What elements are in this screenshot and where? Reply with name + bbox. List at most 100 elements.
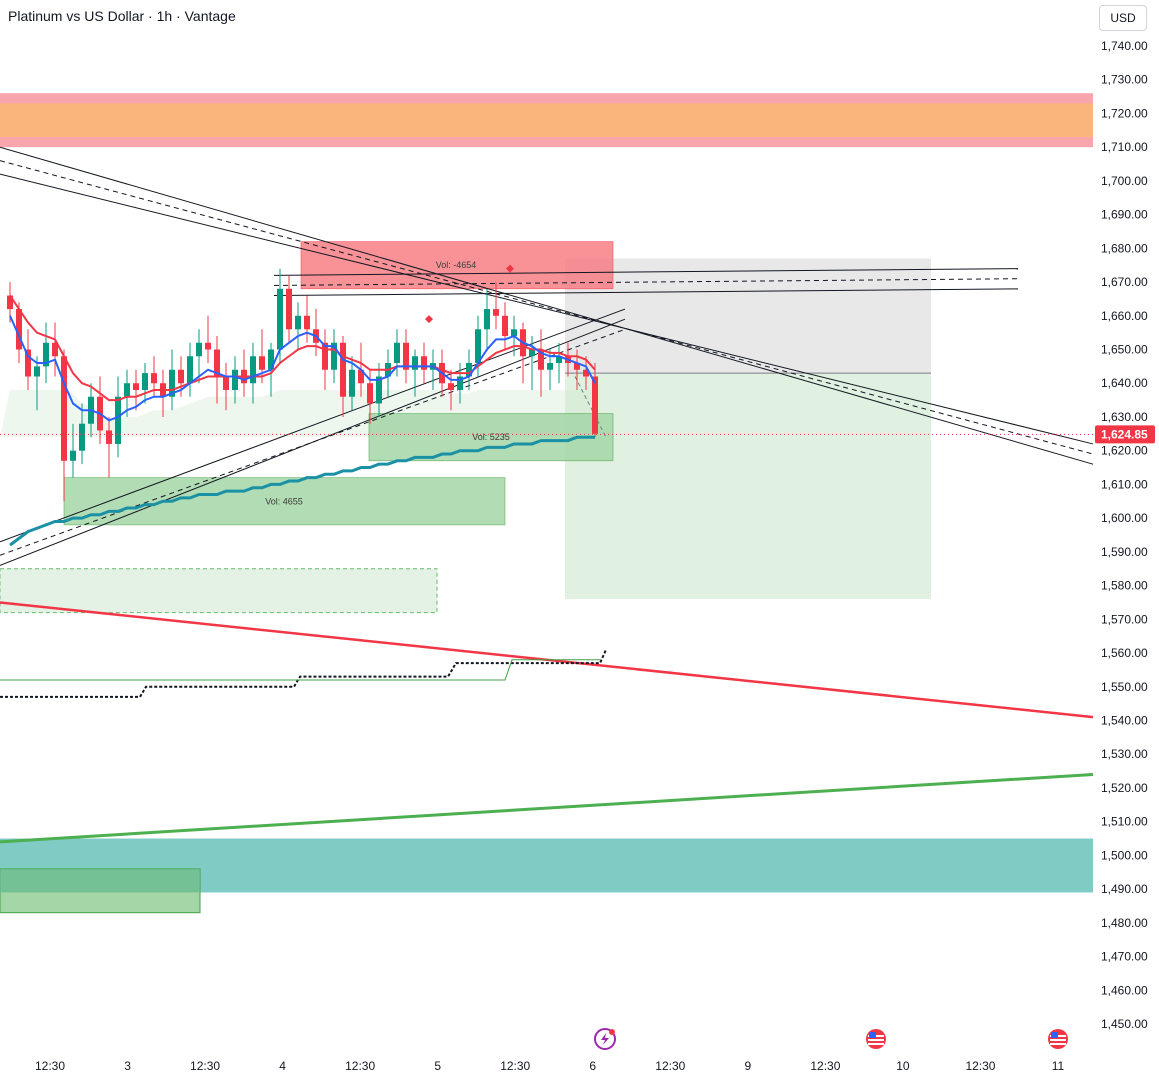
candle-body[interactable] — [70, 450, 76, 461]
stepped-stop-line — [0, 649, 607, 698]
candle-body[interactable] — [475, 329, 481, 364]
candle-body[interactable] — [34, 366, 40, 377]
candle-body[interactable] — [457, 376, 463, 390]
candle-body[interactable] — [295, 315, 301, 330]
candle-body[interactable] — [61, 356, 67, 461]
candle-body[interactable] — [592, 376, 598, 434]
range-channel-upper — [273, 268, 1019, 276]
candle-body[interactable] — [214, 349, 220, 377]
us-flag-event-icon[interactable] — [1048, 1029, 1068, 1049]
x-axis-tick-label: 12:30 — [655, 1059, 685, 1073]
candle-body[interactable] — [340, 342, 346, 397]
candle-body[interactable] — [223, 376, 229, 390]
y-axis-tick-label: 1,510.00 — [1101, 815, 1148, 829]
candle-body[interactable] — [106, 430, 112, 444]
last-price-label: 1,624.85 — [1101, 427, 1148, 441]
y-axis-tick-label: 1,570.00 — [1101, 612, 1148, 626]
ema-slow-line — [9, 295, 596, 402]
candle-body[interactable] — [556, 356, 562, 364]
candle-body[interactable] — [421, 356, 427, 370]
candle-body[interactable] — [502, 315, 508, 337]
candle-body[interactable] — [394, 342, 400, 364]
candle-body[interactable] — [304, 315, 310, 330]
candle-body[interactable] — [349, 369, 355, 397]
projection-line — [574, 376, 607, 438]
candle-body[interactable] — [277, 288, 283, 350]
candle-body[interactable] — [493, 309, 499, 316]
candle-body[interactable] — [547, 363, 553, 370]
candle-body[interactable] — [124, 383, 130, 397]
candle-body[interactable] — [529, 349, 535, 357]
candle-body[interactable] — [7, 295, 13, 310]
range-channel-mid — [273, 278, 1019, 286]
candle-body[interactable] — [448, 383, 454, 390]
candle-body[interactable] — [196, 342, 202, 357]
candle-body[interactable] — [187, 356, 193, 384]
x-axis-tick-label: 12:30 — [810, 1059, 840, 1073]
candle-body[interactable] — [322, 342, 328, 370]
candle-body[interactable] — [142, 373, 148, 390]
support-zone-overlap — [0, 868, 200, 893]
candle-body[interactable] — [538, 349, 544, 370]
y-axis-tick-label: 1,690.00 — [1101, 208, 1148, 222]
x-axis-tick-label: 12:30 — [190, 1059, 220, 1073]
y-axis-tick-label: 1,590.00 — [1101, 545, 1148, 559]
y-axis-tick-label: 1,540.00 — [1101, 713, 1148, 727]
zone-label-vol-5235: Vol: 5235 — [472, 432, 510, 442]
candle-body[interactable] — [286, 288, 292, 330]
candle-body[interactable] — [25, 349, 31, 377]
candle-body[interactable] — [259, 356, 265, 370]
us-flag-event-icon[interactable] — [866, 1029, 886, 1049]
candle-body[interactable] — [43, 342, 49, 367]
candle-body[interactable] — [412, 356, 418, 370]
candle-body[interactable] — [466, 363, 472, 377]
candle-body[interactable] — [403, 342, 409, 370]
candle-body[interactable] — [268, 349, 274, 370]
candle-body[interactable] — [79, 423, 85, 451]
y-axis-tick-label: 1,450.00 — [1101, 1017, 1148, 1031]
x-axis-tick-label: 12:30 — [500, 1059, 530, 1073]
x-axis-tick-label: 12:30 — [965, 1059, 995, 1073]
candle-body[interactable] — [52, 342, 58, 357]
candle-body[interactable] — [511, 329, 517, 337]
candle-body[interactable] — [367, 383, 373, 404]
candle-body[interactable] — [574, 363, 580, 370]
x-axis-tick-label: 12:30 — [345, 1059, 375, 1073]
candle-body[interactable] — [331, 342, 337, 370]
currency-button[interactable]: USD — [1099, 5, 1147, 31]
x-axis-tick-label: 4 — [279, 1059, 286, 1073]
candle-body[interactable] — [151, 373, 157, 384]
lightning-event-icon[interactable] — [594, 1028, 616, 1050]
y-axis-tick-label: 1,740.00 — [1101, 39, 1148, 53]
candle-body[interactable] — [376, 376, 382, 404]
y-axis-tick-label: 1,660.00 — [1101, 309, 1148, 323]
asc-channel-upper — [0, 318, 626, 566]
candle-body[interactable] — [205, 342, 211, 350]
zone-vol-5235 — [368, 413, 614, 462]
y-axis-tick-label: 1,710.00 — [1101, 140, 1148, 154]
candle-body[interactable] — [133, 383, 139, 390]
candle-body[interactable] — [178, 369, 184, 384]
x-axis-tick-label: 5 — [434, 1059, 441, 1073]
y-axis-tick-label: 1,480.00 — [1101, 916, 1148, 930]
candle-body[interactable] — [16, 309, 22, 350]
ema-long-line — [9, 435, 595, 547]
candle-body[interactable] — [484, 309, 490, 330]
candle-body[interactable] — [358, 369, 364, 384]
candle-body[interactable] — [232, 369, 238, 390]
y-axis-tick-label: 1,550.00 — [1101, 680, 1148, 694]
desc-channel-lower — [0, 173, 1094, 445]
y-axis-tick-label: 1,730.00 — [1101, 73, 1148, 87]
position-stop-area — [565, 258, 931, 374]
ema-fast-line — [9, 315, 596, 422]
y-axis-tick-label: 1,610.00 — [1101, 477, 1148, 491]
y-axis-tick-label: 1,640.00 — [1101, 376, 1148, 390]
y-axis-tick-label: 1,670.00 — [1101, 275, 1148, 289]
y-axis-tick-label: 1,680.00 — [1101, 241, 1148, 255]
position-target-area — [565, 373, 931, 600]
candle-body[interactable] — [115, 396, 121, 444]
candle-body[interactable] — [169, 369, 175, 397]
candle-body[interactable] — [250, 356, 256, 384]
candle-body[interactable] — [583, 369, 589, 377]
